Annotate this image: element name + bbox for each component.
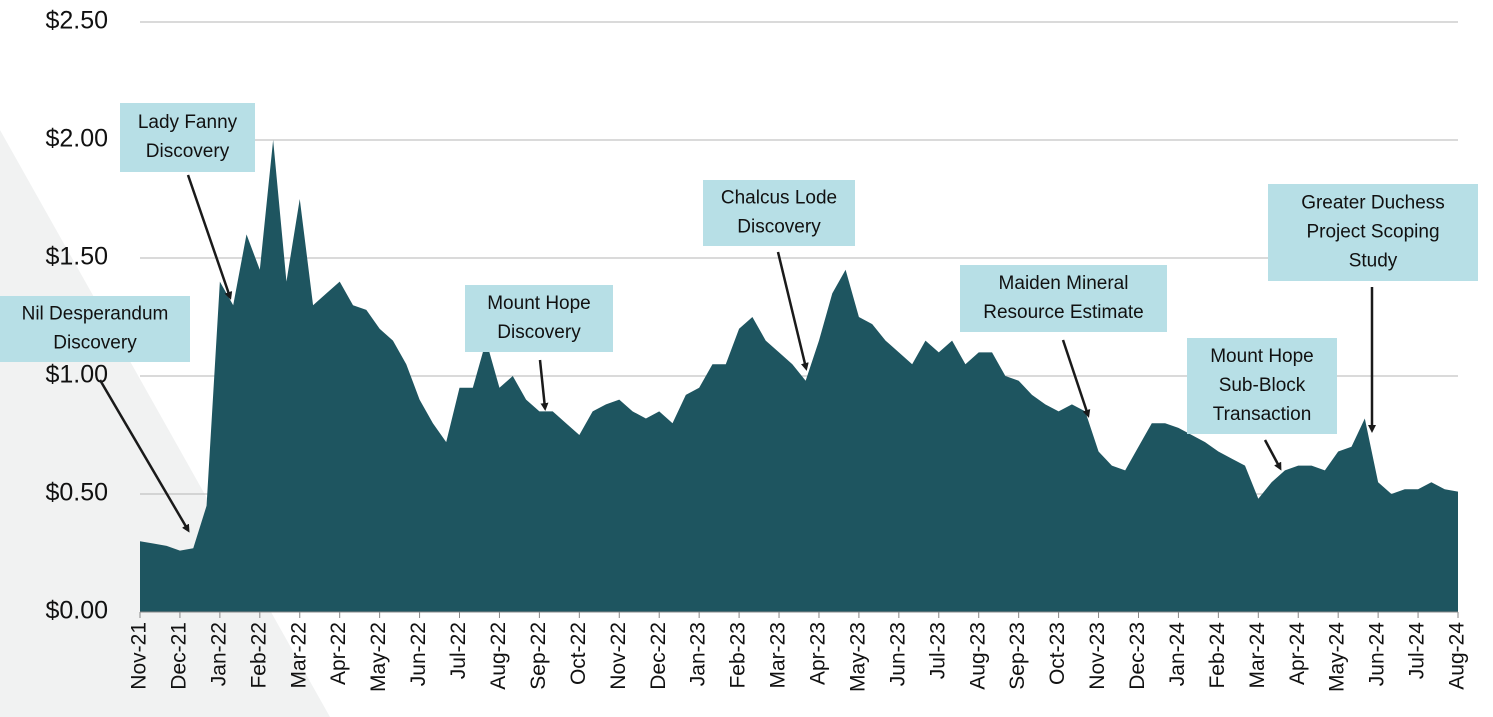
y-tick-label: $1.00 <box>45 361 108 389</box>
x-tick-label: Apr-22 <box>327 622 350 685</box>
annotation-box <box>120 103 255 172</box>
annotation-box <box>1268 184 1478 281</box>
y-tick-label: $1.50 <box>45 243 108 271</box>
x-tick-label: Feb-24 <box>1206 622 1229 689</box>
x-tick-label: Jun-24 <box>1366 622 1389 687</box>
annotation-text: Chalcus Lode <box>721 188 837 209</box>
x-tick-label: Oct-22 <box>567 622 590 685</box>
annotation-box <box>960 265 1167 332</box>
x-tick-label: Jan-24 <box>1166 622 1189 687</box>
x-tick-label: May-22 <box>367 622 390 692</box>
annotation-text: Mount Hope <box>487 293 591 314</box>
x-tick-label: Mar-23 <box>767 622 790 689</box>
x-tick-label: Aug-24 <box>1446 622 1469 690</box>
annotation-arrow <box>776 251 809 371</box>
x-tick-label: Apr-23 <box>807 622 830 685</box>
annotation-text: Lady Fanny <box>138 112 238 133</box>
y-tick-label: $0.00 <box>45 597 108 625</box>
annotation-text: Sub-Block <box>1219 375 1306 396</box>
x-tick-label: Feb-23 <box>727 622 750 689</box>
annotation-box <box>0 296 190 362</box>
x-tick-label: Nov-23 <box>1086 622 1109 690</box>
x-tick-label: Jul-23 <box>926 622 949 679</box>
x-tick-label: Mar-24 <box>1246 622 1269 689</box>
x-tick-label: Dec-21 <box>167 622 190 690</box>
annotation-arrow <box>1263 439 1282 471</box>
annotation-text: Resource Estimate <box>983 302 1144 323</box>
x-tick-label: Sep-23 <box>1006 622 1029 690</box>
x-tick-label: Oct-23 <box>1046 622 1069 685</box>
y-tick-label: $0.50 <box>45 479 108 507</box>
annotation-box <box>1187 338 1337 434</box>
x-tick-label: Jul-24 <box>1406 622 1429 680</box>
x-tick-label: May-23 <box>846 622 869 692</box>
y-tick-label: $2.50 <box>45 7 108 35</box>
annotation-text: Discovery <box>497 322 581 343</box>
x-tick-label: Nov-22 <box>607 622 630 690</box>
annotation-text: Mount Hope <box>1210 346 1314 367</box>
x-tick-label: May-24 <box>1326 622 1349 692</box>
annotation-box <box>703 180 855 246</box>
x-tick-label: Jun-22 <box>407 622 430 686</box>
x-tick-label: Dec-22 <box>647 622 670 690</box>
x-tick-label: Feb-22 <box>247 622 270 689</box>
annotation-arrow <box>186 174 233 300</box>
annotation-text: Project Scoping <box>1306 222 1439 243</box>
x-tick-label: Jan-23 <box>687 622 710 686</box>
annotation-text: Nil Desperandum <box>22 304 169 325</box>
x-tick-label: Nov-21 <box>128 622 151 690</box>
annotation-text: Study <box>1349 251 1398 272</box>
annotation-text: Greater Duchess <box>1301 193 1445 214</box>
annotation-arrow <box>538 359 549 411</box>
annotation-text: Maiden Mineral <box>999 273 1129 294</box>
annotation-text: Transaction <box>1213 404 1312 425</box>
x-tick-label: Jan-22 <box>207 622 230 686</box>
annotation-arrow <box>1061 339 1091 418</box>
annotation-arrow <box>98 379 190 533</box>
annotation-text: Discovery <box>737 217 821 238</box>
x-tick-label: Jun-23 <box>886 622 909 686</box>
x-tick-label: Mar-22 <box>287 622 310 689</box>
annotation-text: Discovery <box>53 333 137 354</box>
x-tick-label: Aug-23 <box>966 622 989 690</box>
x-tick-label: Sep-22 <box>527 622 550 690</box>
x-tick-label: Dec-23 <box>1126 622 1149 690</box>
x-tick-label: Apr-24 <box>1286 622 1309 685</box>
annotation-box <box>465 285 613 352</box>
x-tick-label: Aug-22 <box>487 622 510 690</box>
x-tick-label: Jul-22 <box>447 622 470 679</box>
y-tick-label: $2.00 <box>45 125 108 153</box>
annotation-text: Discovery <box>146 141 230 162</box>
price-area <box>140 140 1458 612</box>
